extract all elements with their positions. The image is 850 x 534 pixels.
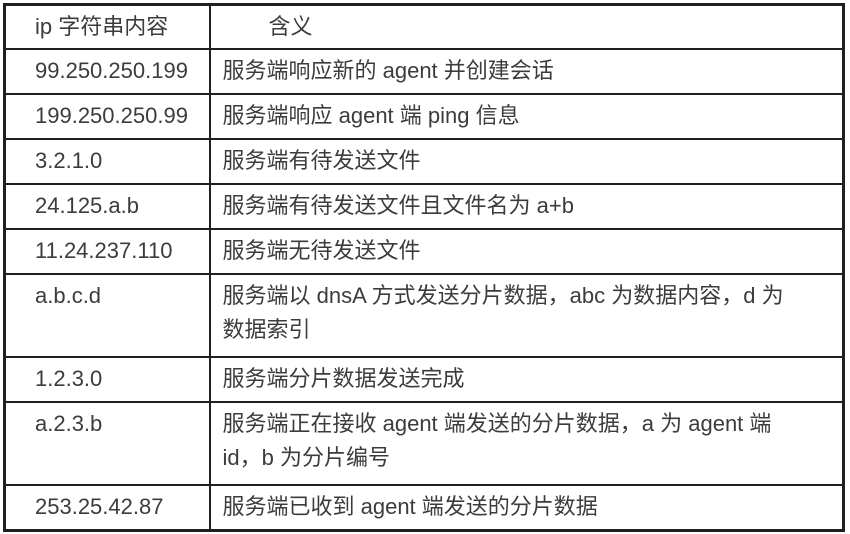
ip-cell: 24.125.a.b <box>3 183 211 230</box>
meaning-cell: 服务端无待发送文件 <box>208 228 845 275</box>
meaning-cell: 服务端有待发送文件且文件名为 a+b <box>208 183 845 230</box>
ip-meaning-table: ip 字符串内容 含义 99.250.250.199 服务端响应新的 agent… <box>3 3 845 532</box>
meaning-cell: 服务端响应新的 agent 并创建会话 <box>208 48 845 95</box>
ip-cell: 3.2.1.0 <box>3 138 211 185</box>
ip-cell: 99.250.250.199 <box>3 48 211 95</box>
table-row: 11.24.237.110 服务端无待发送文件 <box>3 228 845 275</box>
table-row: 199.250.250.99 服务端响应 agent 端 ping 信息 <box>3 93 845 140</box>
column-header-meaning: 含义 <box>208 3 845 50</box>
ip-cell: 199.250.250.99 <box>3 93 211 140</box>
header-row: ip 字符串内容 含义 <box>3 3 845 50</box>
table-row: 3.2.1.0 服务端有待发送文件 <box>3 138 845 185</box>
table-row: 24.125.a.b 服务端有待发送文件且文件名为 a+b <box>3 183 845 230</box>
table-row: a.2.3.b 服务端正在接收 agent 端发送的分片数据，a 为 agent… <box>3 401 845 486</box>
ip-cell: 11.24.237.110 <box>3 228 211 275</box>
ip-cell: a.b.c.d <box>3 273 211 358</box>
meaning-cell: 服务端以 dnsA 方式发送分片数据，abc 为数据内容，d 为 数据索引 <box>208 273 845 358</box>
ip-cell: 253.25.42.87 <box>3 484 211 531</box>
meaning-cell: 服务端分片数据发送完成 <box>208 356 845 403</box>
table-row: 253.25.42.87 服务端已收到 agent 端发送的分片数据 <box>3 484 845 531</box>
column-header-ip: ip 字符串内容 <box>3 3 211 50</box>
table-row: 1.2.3.0 服务端分片数据发送完成 <box>3 356 845 403</box>
meaning-cell: 服务端已收到 agent 端发送的分片数据 <box>208 484 845 531</box>
table-row: 99.250.250.199 服务端响应新的 agent 并创建会话 <box>3 48 845 95</box>
ip-cell: 1.2.3.0 <box>3 356 211 403</box>
meaning-cell: 服务端正在接收 agent 端发送的分片数据，a 为 agent 端 id，b … <box>208 401 845 486</box>
meaning-cell: 服务端响应 agent 端 ping 信息 <box>208 93 845 140</box>
table-row: a.b.c.d 服务端以 dnsA 方式发送分片数据，abc 为数据内容，d 为… <box>3 273 845 358</box>
meaning-cell: 服务端有待发送文件 <box>208 138 845 185</box>
ip-cell: a.2.3.b <box>3 401 211 486</box>
